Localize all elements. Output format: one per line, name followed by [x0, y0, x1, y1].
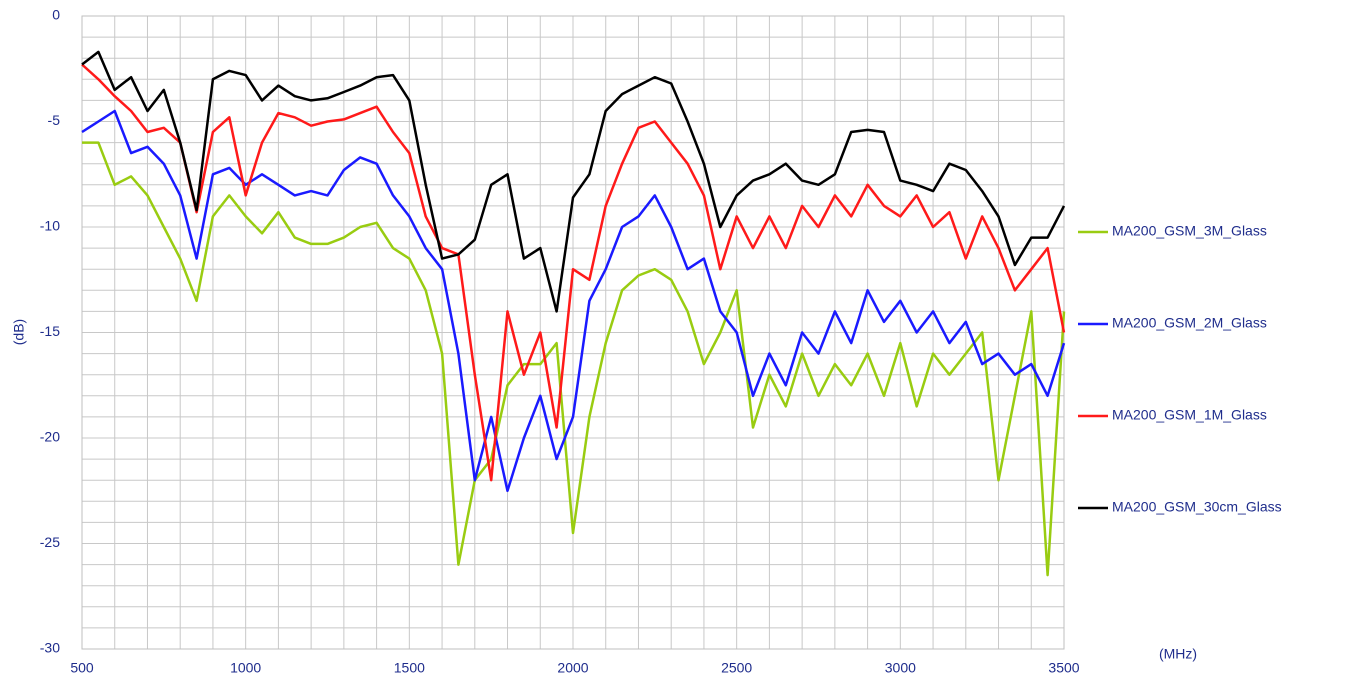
y-axis-label: (dB): [11, 319, 27, 345]
x-tick-label: 3500: [1048, 660, 1079, 676]
legend-label: MA200_GSM_2M_Glass: [1112, 315, 1267, 331]
legend-label: MA200_GSM_30cm_Glass: [1112, 499, 1282, 515]
y-tick-label: -25: [40, 534, 60, 550]
x-axis-label: (MHz): [1159, 646, 1197, 662]
x-tick-label: 3000: [885, 660, 916, 676]
x-tick-label: 2500: [721, 660, 752, 676]
x-tick-label: 1500: [394, 660, 425, 676]
y-tick-label: -15: [40, 323, 60, 339]
legend-label: MA200_GSM_3M_Glass: [1112, 223, 1267, 239]
y-tick-label: -10: [40, 218, 60, 234]
series-line: [81, 50, 1066, 313]
y-tick-label: -5: [48, 112, 61, 128]
x-tick-label: 500: [70, 660, 94, 676]
legend-label: MA200_GSM_1M_Glass: [1112, 407, 1267, 423]
y-tick-label: -20: [40, 429, 60, 445]
series-line: [81, 63, 1066, 482]
series-line: [81, 109, 1066, 493]
series-line: [82, 141, 1066, 577]
x-tick-label: 2000: [557, 660, 588, 676]
x-tick-label: 1000: [230, 660, 261, 676]
y-tick-label: 0: [52, 7, 60, 23]
y-tick-label: -30: [40, 640, 60, 656]
